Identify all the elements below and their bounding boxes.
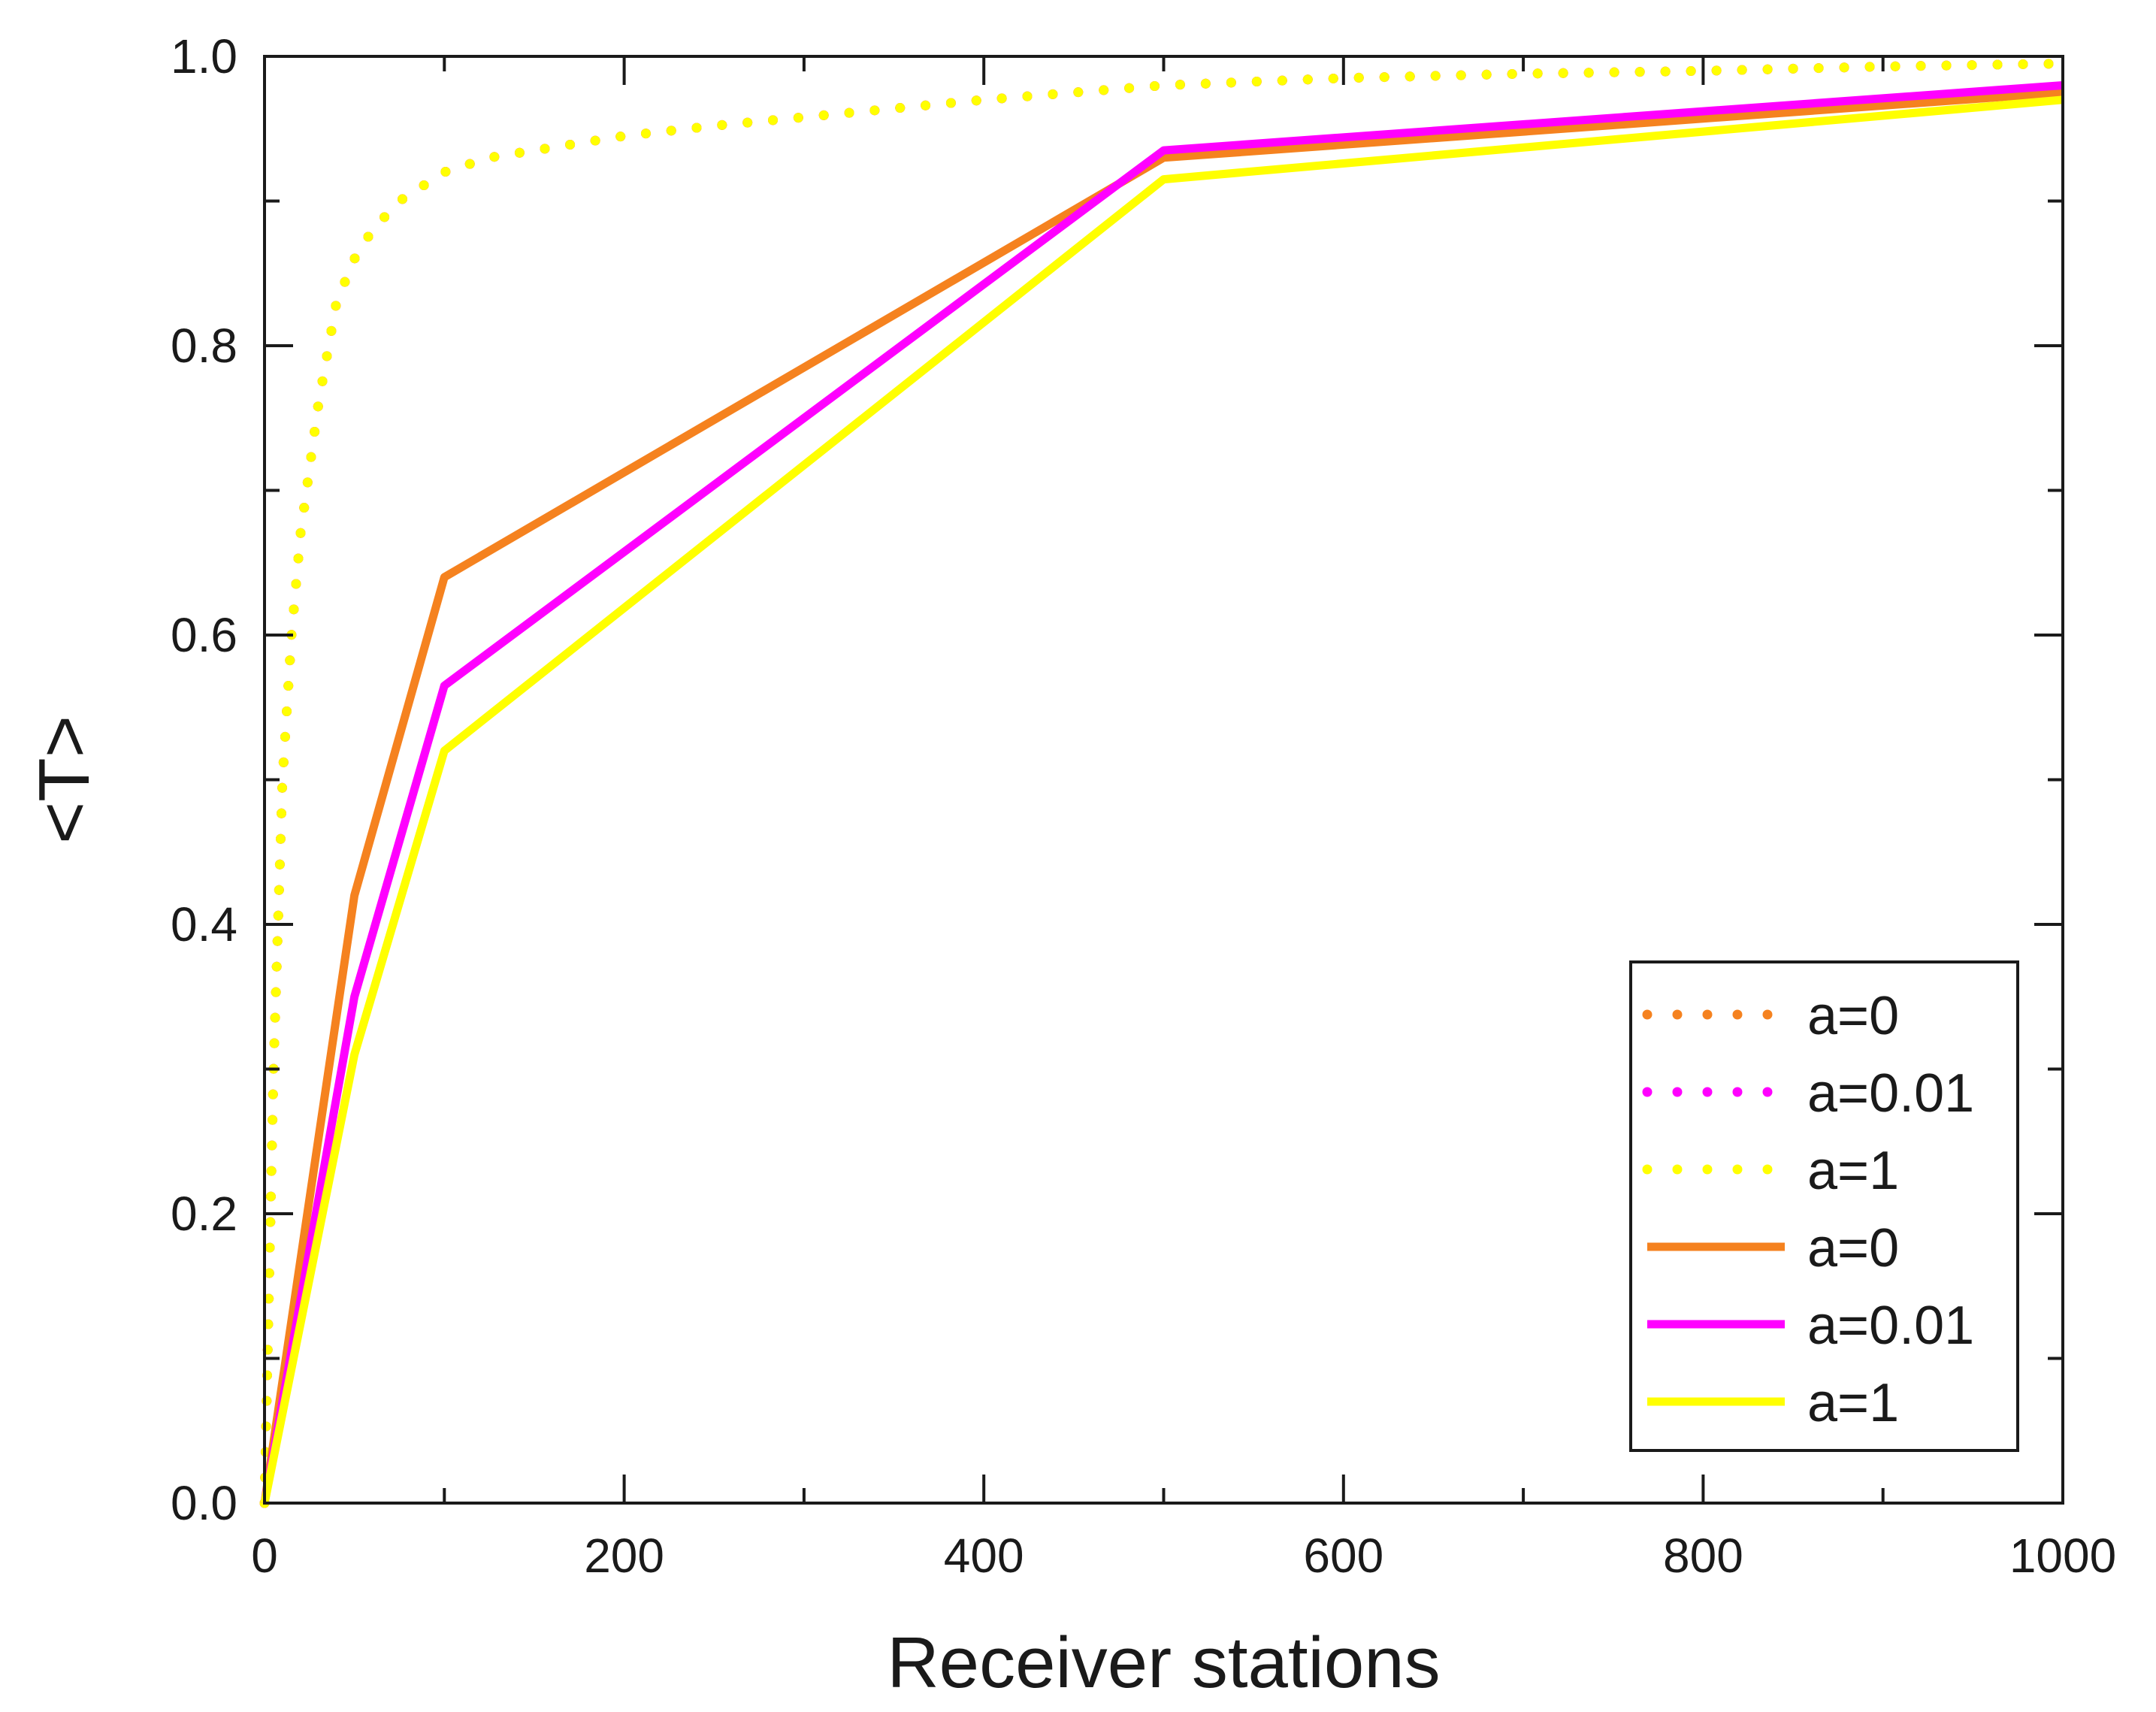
- tick-labels-layer: 0 200 400 600 800 1000 0.0 0.2 0.4 0.6 0.8 1.0: [171, 29, 2116, 1583]
- x-tick-label: 1000: [2009, 1529, 2116, 1583]
- x-tick-label: 0: [251, 1529, 278, 1583]
- legend-label: a=0: [1807, 986, 1899, 1046]
- series-layer: [259, 59, 2068, 1508]
- x-axis-title: Receiver stations: [887, 1623, 1440, 1703]
- y-tick-label: 0.4: [171, 897, 237, 951]
- legend-label: a=1: [1807, 1141, 1899, 1201]
- y-axis-title: <T>: [24, 715, 104, 844]
- series-line-dotted-2: [259, 59, 2068, 1508]
- series-line-solid-4: [260, 81, 2064, 1504]
- y-tick-label: 1.0: [171, 29, 237, 83]
- x-tick-label: 400: [944, 1529, 1024, 1583]
- series-line-solid-3: [260, 88, 2064, 1504]
- series-line-solid-5: [260, 95, 2064, 1505]
- ticks-layer: [263, 55, 2064, 1505]
- legend: a=0 a=0.01 a=1 a=0 a=0.01 a=1: [1629, 960, 2019, 1452]
- y-tick-label: 0.6: [171, 608, 237, 662]
- legend-label: a=1: [1807, 1373, 1899, 1433]
- legend-box: [1629, 960, 2019, 1452]
- legend-label: a=0: [1807, 1218, 1899, 1278]
- x-tick-label: 200: [584, 1529, 664, 1583]
- legend-label: a=0.01: [1807, 1063, 1974, 1124]
- legend-label: a=0.01: [1807, 1296, 1974, 1356]
- x-tick-label: 800: [1663, 1529, 1743, 1583]
- y-tick-label: 0.8: [171, 319, 237, 373]
- x-tick-label: 600: [1303, 1529, 1383, 1583]
- y-tick-label: 0.2: [171, 1187, 237, 1241]
- y-tick-label: 0.0: [171, 1476, 237, 1530]
